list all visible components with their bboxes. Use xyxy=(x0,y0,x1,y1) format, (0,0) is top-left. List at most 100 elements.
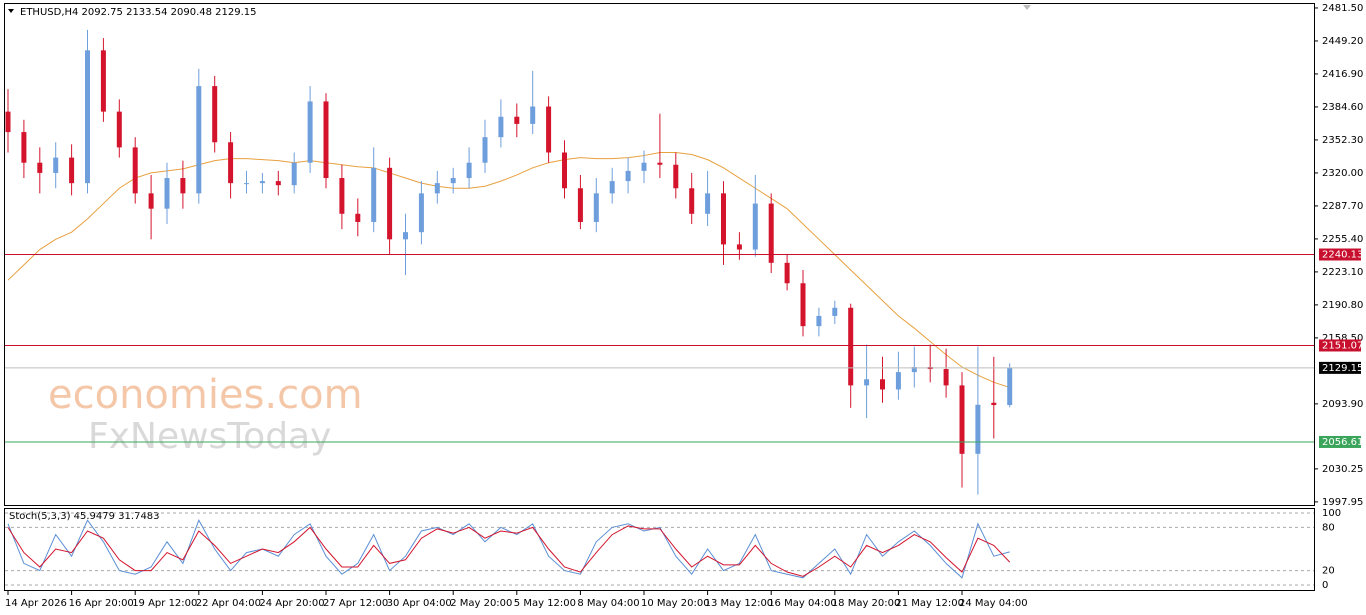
candle-body xyxy=(148,193,154,209)
candle-body xyxy=(53,157,59,173)
candle-body xyxy=(959,385,965,454)
candle-body xyxy=(784,262,790,284)
candle-body xyxy=(434,183,440,194)
x-tick-label: 16 May 04:00 xyxy=(768,598,837,609)
candle-body xyxy=(339,178,345,214)
x-tick-label: 8 May 04:00 xyxy=(577,598,639,609)
menu-triangle[interactable] xyxy=(8,9,14,13)
candle-body xyxy=(291,162,297,186)
main-panel-frame xyxy=(4,3,1315,506)
candle-body xyxy=(657,162,663,165)
stoch-line xyxy=(7,525,1011,577)
candle-body xyxy=(880,379,885,390)
candle-body xyxy=(37,162,43,173)
stoch-line xyxy=(7,519,1010,579)
x-tick-label: 16 Apr 20:00 xyxy=(69,598,134,609)
level-label-box xyxy=(1319,435,1361,448)
candle-body xyxy=(530,106,536,124)
candle-body xyxy=(275,181,281,186)
candle-body xyxy=(387,167,393,240)
candle-body xyxy=(609,181,615,194)
y-tick-label: 2030.25 xyxy=(1322,464,1363,475)
candle-body xyxy=(116,111,122,148)
moving-average xyxy=(7,151,1010,388)
candle-body xyxy=(164,178,170,209)
candle-body xyxy=(546,106,552,153)
x-tick-label: 21 May 12:00 xyxy=(895,598,964,609)
y-tick-label: 2416.90 xyxy=(1322,69,1363,80)
candle-body xyxy=(180,178,186,194)
candle-body xyxy=(450,178,456,184)
y-tick-label: 80 xyxy=(1322,522,1335,533)
x-tick-label: 13 May 12:00 xyxy=(705,598,774,609)
y-tick-label: 2093.90 xyxy=(1322,399,1363,410)
candle-body xyxy=(832,307,838,316)
candle-body xyxy=(864,379,870,386)
candle-body xyxy=(800,283,806,327)
y-tick-label: 2384.60 xyxy=(1322,102,1363,113)
x-tick-label: 30 Apr 04:00 xyxy=(387,598,452,609)
y-tick-label: 2158.50 xyxy=(1322,333,1363,344)
candle-body xyxy=(85,50,90,184)
candle-body xyxy=(721,193,726,245)
y-tick-label: 2223.10 xyxy=(1322,267,1363,278)
candle-body xyxy=(466,162,472,179)
candle-body xyxy=(1007,367,1013,406)
y-tick-label: 20 xyxy=(1322,566,1335,577)
level-label: 2240.13 xyxy=(1322,250,1363,261)
candle-body xyxy=(5,111,11,133)
x-tick-label: 19 Apr 12:00 xyxy=(132,598,197,609)
candle-body xyxy=(736,244,742,250)
level-label: 2129.15 xyxy=(1322,363,1363,374)
y-tick-label: 2449.20 xyxy=(1322,36,1363,47)
candle-body xyxy=(577,188,583,222)
candle-body xyxy=(21,132,27,163)
candle-body xyxy=(244,183,249,185)
y-tick-label: 2287.70 xyxy=(1322,201,1363,212)
y-tick-label: 0 xyxy=(1322,580,1328,591)
candle-body xyxy=(975,404,981,454)
candle-body xyxy=(498,116,504,138)
candle-body xyxy=(943,369,949,386)
candle-body xyxy=(228,142,234,184)
candle-body xyxy=(641,162,647,171)
candle-body xyxy=(418,193,424,233)
candle-body xyxy=(895,372,901,390)
stoch-title: Stoch(5,3,3) 45.9479 31.7483 xyxy=(9,511,160,522)
candle-body xyxy=(752,203,758,250)
candle-body xyxy=(212,86,218,143)
level-label: 2056.61 xyxy=(1322,437,1363,448)
candle-body xyxy=(593,193,599,222)
candle-body xyxy=(355,213,361,222)
x-tick-label: 5 May 12:00 xyxy=(514,598,576,609)
x-tick-label: 2 May 20:00 xyxy=(450,598,512,609)
stoch-panel-frame xyxy=(4,508,1315,591)
candle-body xyxy=(403,232,408,240)
chart-title: ETHUSD,H4 2092.75 2133.54 2090.48 2129.1… xyxy=(20,7,257,18)
candle-body xyxy=(562,152,567,189)
x-tick-label: 18 May 20:00 xyxy=(832,598,901,609)
candle-body xyxy=(625,170,631,182)
x-tick-label: 14 Apr 2026 xyxy=(5,598,67,609)
shift-marker xyxy=(1023,5,1031,10)
x-tick-label: 22 Apr 04:00 xyxy=(196,598,261,609)
candle-body xyxy=(482,137,488,163)
y-tick-label: 2352.30 xyxy=(1322,135,1363,146)
candle-body xyxy=(768,203,774,263)
y-tick-label: 2190.80 xyxy=(1322,300,1363,311)
candle-body xyxy=(259,181,265,184)
x-tick-label: 24 May 04:00 xyxy=(959,598,1028,609)
candle-body xyxy=(673,164,679,189)
candle-body xyxy=(132,147,138,194)
watermark-brand: economies.com xyxy=(48,372,363,418)
y-tick-label: 2481.50 xyxy=(1322,3,1363,14)
level-label-box xyxy=(1319,339,1361,352)
candle-body xyxy=(196,86,202,194)
y-tick-label: 100 xyxy=(1322,508,1341,519)
candle-body xyxy=(371,167,377,222)
y-tick-label: 2320.00 xyxy=(1322,168,1363,179)
candle-body xyxy=(848,307,854,386)
candle-body xyxy=(911,367,917,373)
candle-body xyxy=(307,101,313,163)
